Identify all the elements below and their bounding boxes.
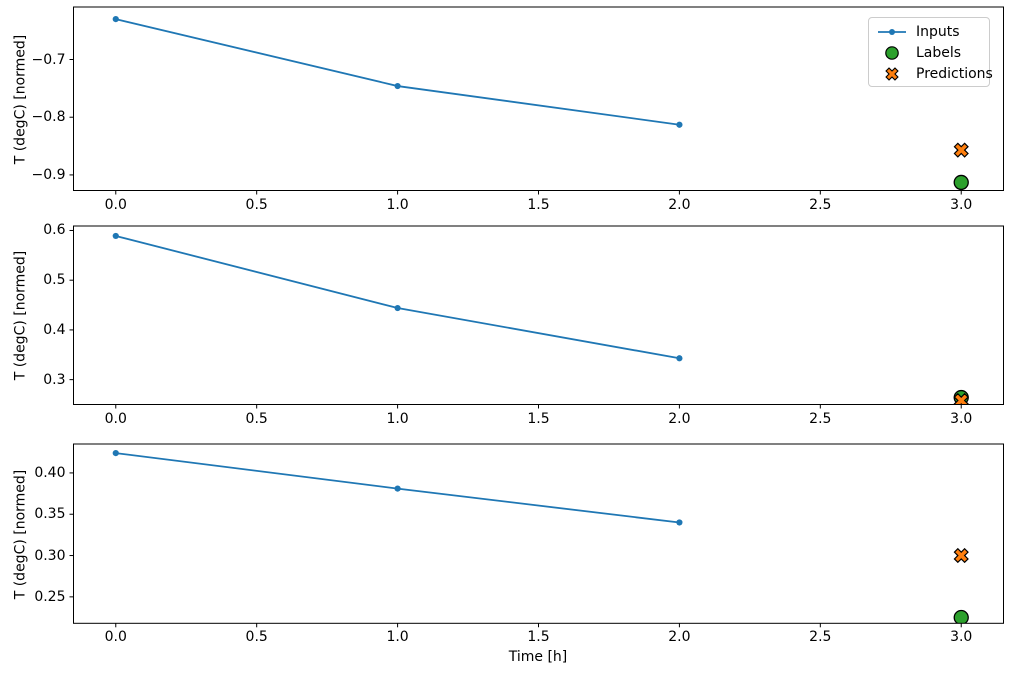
inputs-line xyxy=(115,18,680,126)
x-tick-label: 1.0 xyxy=(386,196,409,213)
x-tick-label: 3.0 xyxy=(950,410,973,427)
predictions-x-icon xyxy=(885,66,899,81)
x-tick-label: 0.0 xyxy=(104,410,127,427)
axes-spines xyxy=(73,6,1004,191)
legend-label-predictions: Predictions xyxy=(916,65,993,82)
x-tick-label: 1.5 xyxy=(527,196,550,213)
legend: Inputs Labels Predictions xyxy=(868,17,993,87)
axes-spines xyxy=(73,225,1004,405)
x-tick-label: 1.0 xyxy=(386,410,409,427)
inputs-point xyxy=(394,304,401,312)
labels-marker xyxy=(953,174,969,191)
x-tick-label: 0.0 xyxy=(104,196,127,213)
y-axis-label: T (degC) [normed] xyxy=(12,250,29,381)
inputs-point xyxy=(112,449,119,457)
y-tick-label: −0.8 xyxy=(31,109,66,126)
y-tick-label: 0.25 xyxy=(34,588,66,605)
predictions-marker xyxy=(953,392,969,405)
inputs-line xyxy=(115,235,680,360)
legend-item-labels: Labels xyxy=(876,42,989,63)
predictions-marker xyxy=(953,142,969,158)
subplot-1-data xyxy=(112,16,969,191)
inputs-point xyxy=(676,519,683,526)
inputs-point xyxy=(676,355,683,362)
legend-label-inputs: Inputs xyxy=(916,23,960,40)
x-tick-label: 2.0 xyxy=(668,410,691,427)
y-tick-label: 0.30 xyxy=(34,547,66,564)
legend-item-inputs: Inputs xyxy=(876,21,989,42)
x-tick-label: 1.5 xyxy=(527,629,550,646)
x-tick-label: 0.5 xyxy=(245,629,268,646)
y-tick-label: −0.7 xyxy=(31,51,66,68)
x-tick-label: 0.0 xyxy=(104,629,127,646)
y-axis-label: T (degC) [normed] xyxy=(12,469,29,599)
x-tick-label: 3.0 xyxy=(950,196,973,213)
y-tick-label: 0.35 xyxy=(34,506,66,523)
legend-label-labels: Labels xyxy=(916,44,962,61)
x-tick-label: 0.5 xyxy=(245,410,268,427)
inputs-line-icon xyxy=(878,28,906,35)
y-tick-label: 0.40 xyxy=(34,464,66,481)
x-axis-label: Time [h] xyxy=(508,649,568,665)
x-tick-label: 2.0 xyxy=(668,629,691,646)
y-tick-label: 0.5 xyxy=(43,272,66,289)
subplot-3-data xyxy=(112,449,969,624)
y-tick-label: 0.4 xyxy=(43,321,66,338)
labels-marker xyxy=(953,609,969,624)
y-tick-label: −0.9 xyxy=(31,166,66,183)
labels-circle-icon xyxy=(885,45,899,60)
x-tick-label: 2.0 xyxy=(668,196,691,213)
y-axis-label: T (degC) [normed] xyxy=(12,34,29,165)
y-tick-label: 0.6 xyxy=(43,222,66,239)
inputs-point xyxy=(112,232,119,240)
y-tick-label: 0.3 xyxy=(43,371,66,388)
x-tick-label: 0.5 xyxy=(245,196,268,213)
x-tick-label: 1.0 xyxy=(386,629,409,646)
x-tick-label: 2.5 xyxy=(809,410,832,427)
axes-spines xyxy=(73,443,1004,624)
x-tick-label: 2.5 xyxy=(809,629,832,646)
predictions-marker xyxy=(953,547,969,564)
x-tick-label: 2.5 xyxy=(809,196,832,213)
inputs-point xyxy=(394,82,401,90)
inputs-point xyxy=(676,121,683,128)
subplot-2-data xyxy=(112,232,969,405)
x-tick-label: 3.0 xyxy=(950,629,973,646)
x-tick-label: 1.5 xyxy=(527,410,550,427)
inputs-point xyxy=(112,16,119,23)
inputs-point xyxy=(394,485,401,492)
legend-item-predictions: Predictions xyxy=(876,63,993,84)
